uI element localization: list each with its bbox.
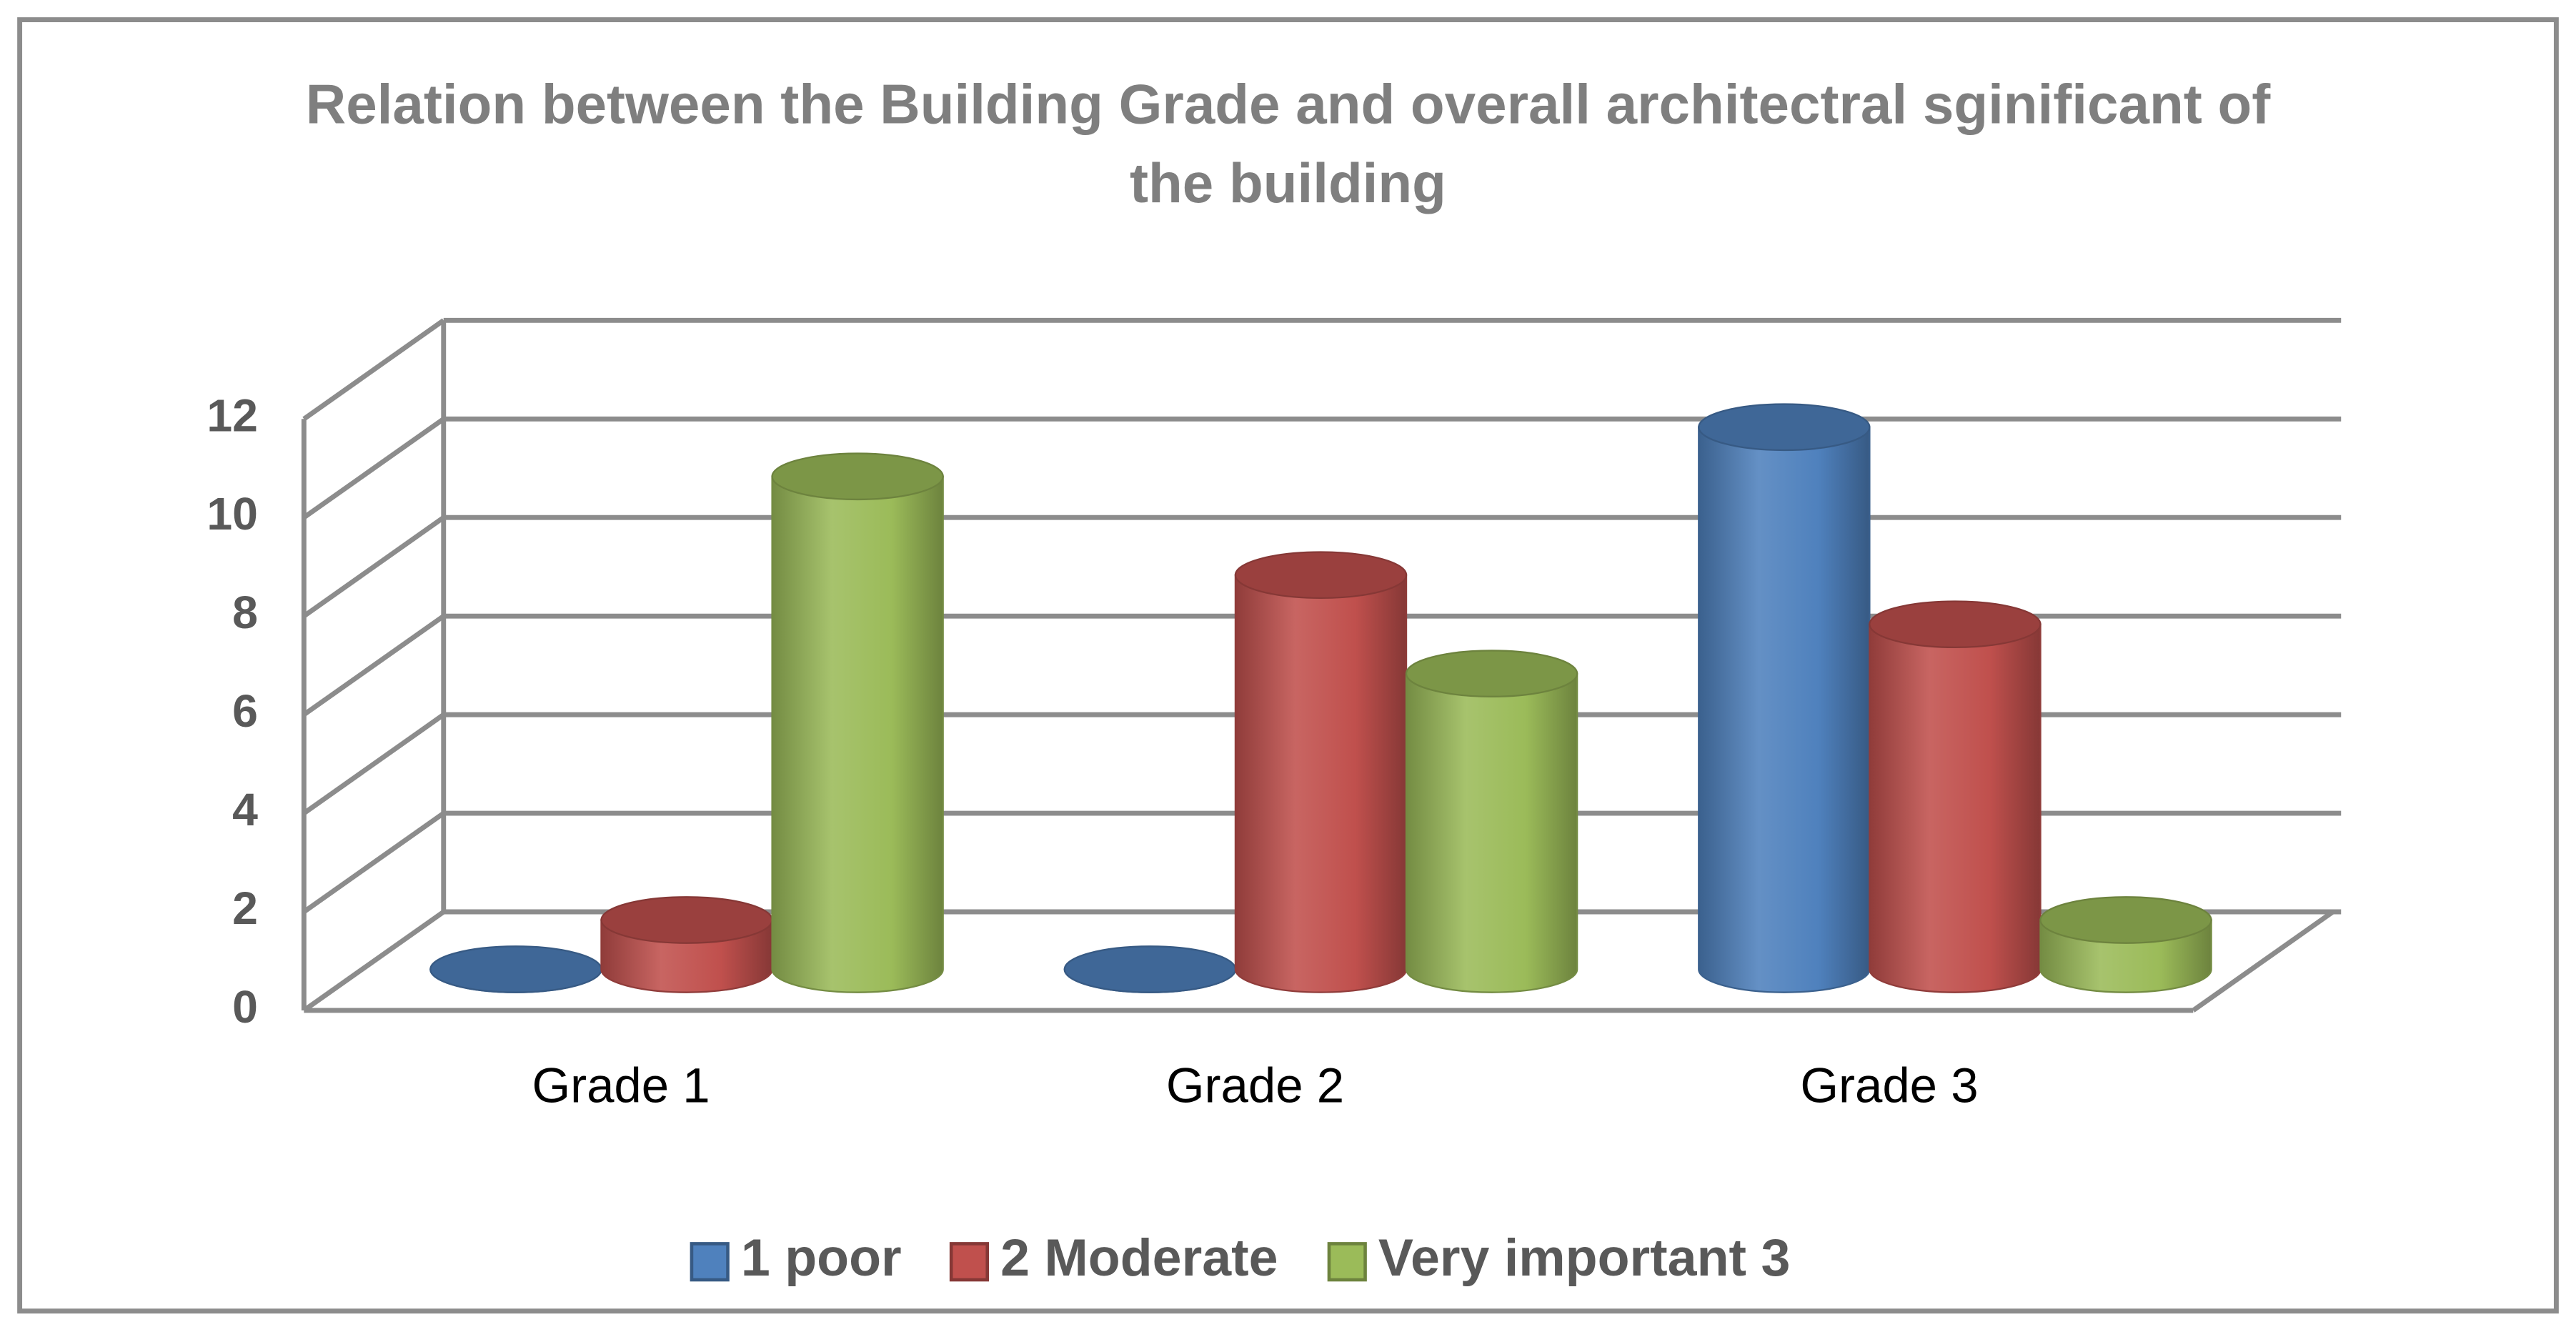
bar	[1405, 650, 1578, 993]
bar-top	[1063, 945, 1237, 993]
y-tick-label: 2	[232, 883, 258, 934]
bar-top	[1698, 403, 1871, 452]
grid-line	[302, 910, 445, 1013]
bar-body	[771, 475, 944, 993]
y-tick-label: 6	[232, 685, 258, 737]
y-tick-label: 4	[232, 784, 258, 835]
bar-body	[1405, 672, 1578, 993]
title-box: Relation between the Building Grade and …	[305, 74, 2271, 216]
bar	[2039, 896, 2212, 993]
grid-line	[302, 417, 445, 520]
legend-swatch	[1327, 1242, 1367, 1282]
x-tick-label: Grade 3	[1800, 1058, 1978, 1113]
bar-top	[429, 945, 602, 993]
bar	[1234, 551, 1408, 993]
bar-body	[1698, 426, 1871, 993]
bar-top	[1234, 551, 1408, 600]
grid-line	[302, 318, 445, 422]
bar	[771, 452, 944, 993]
bar	[600, 896, 773, 993]
bar-body	[1234, 574, 1408, 993]
bar-top	[600, 896, 773, 944]
legend-swatch	[949, 1242, 990, 1282]
floor-edge	[2192, 910, 2334, 1013]
y-tick-label: 10	[207, 488, 258, 540]
bar-top	[771, 452, 944, 501]
chart-title: Relation between the Building Grade and …	[305, 74, 2271, 216]
grid-line	[302, 515, 445, 618]
y-tick-label: 0	[232, 981, 258, 1033]
legend-label: 1 poor	[741, 1228, 902, 1287]
legend-label: Very important 3	[1378, 1228, 1790, 1287]
x-tick-label: Grade 2	[1166, 1058, 1344, 1113]
bar	[429, 945, 602, 993]
grid-line	[302, 614, 445, 717]
bar	[1698, 403, 1871, 993]
bar	[1063, 945, 1237, 993]
bar-top	[2039, 896, 2212, 944]
bar-body	[1869, 623, 2042, 993]
bar	[1869, 600, 2042, 993]
grid-line	[302, 712, 445, 815]
grid-line	[302, 811, 445, 914]
x-tick-label: Grade 1	[532, 1058, 710, 1113]
legend-swatch	[690, 1242, 730, 1282]
y-tick-label: 12	[207, 389, 258, 441]
bar-top	[1869, 600, 2042, 649]
legend-label: 2 Moderate	[1000, 1228, 1278, 1287]
y-tick-label: 8	[232, 587, 258, 638]
bar-top	[1405, 650, 1578, 697]
